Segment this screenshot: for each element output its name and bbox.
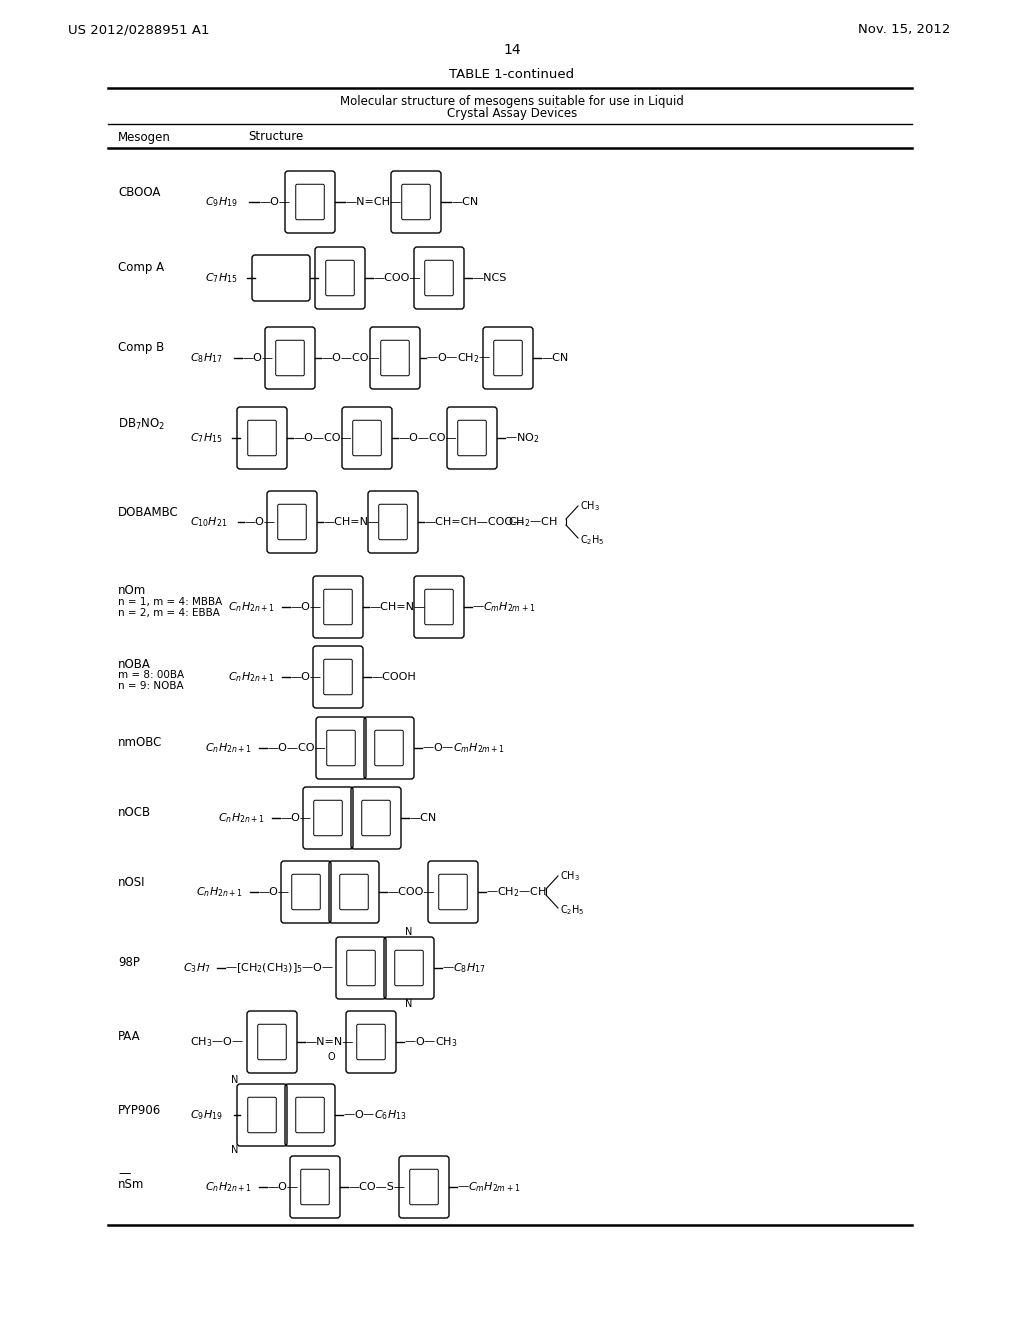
Text: $\mathit{C}_8\mathit{H}_{17}$: $\mathit{C}_8\mathit{H}_{17}$ bbox=[190, 351, 222, 364]
Text: DOBAMBC: DOBAMBC bbox=[118, 506, 179, 519]
Text: 14: 14 bbox=[503, 44, 521, 57]
Text: N: N bbox=[406, 927, 413, 937]
Text: Molecular structure of mesogens suitable for use in Liquid: Molecular structure of mesogens suitable… bbox=[340, 95, 684, 108]
Text: Nov. 15, 2012: Nov. 15, 2012 bbox=[858, 24, 950, 37]
Text: Structure: Structure bbox=[248, 131, 303, 144]
Text: —CN: —CN bbox=[541, 352, 568, 363]
Text: TABLE 1-continued: TABLE 1-continued bbox=[450, 67, 574, 81]
Text: Mesogen: Mesogen bbox=[118, 131, 171, 144]
Text: 98P: 98P bbox=[118, 957, 140, 969]
Text: $\mathit{C}_n\mathit{H}_{2n+1}$: $\mathit{C}_n\mathit{H}_{2n+1}$ bbox=[205, 741, 252, 755]
Text: $\mathit{C}_n\mathit{H}_{2n+1}$: $\mathit{C}_n\mathit{H}_{2n+1}$ bbox=[205, 1180, 252, 1193]
Text: —O—CO—: —O—CO— bbox=[293, 433, 351, 444]
Text: $\mathit{C}_{10}\mathit{H}_{21}$: $\mathit{C}_{10}\mathit{H}_{21}$ bbox=[190, 515, 227, 529]
Text: —CH=N—: —CH=N— bbox=[323, 517, 379, 527]
Text: nOCB: nOCB bbox=[118, 807, 152, 820]
Text: $\mathit{C}_9\mathit{H}_{19}$: $\mathit{C}_9\mathit{H}_{19}$ bbox=[190, 1107, 222, 1122]
Text: —$\mathit{C}_8\mathit{H}_{17}$: —$\mathit{C}_8\mathit{H}_{17}$ bbox=[442, 961, 485, 975]
Text: —O—CO—: —O—CO— bbox=[398, 433, 457, 444]
Text: —CH=CH—COO—: —CH=CH—COO— bbox=[424, 517, 524, 527]
Text: —: — bbox=[118, 1167, 130, 1180]
Text: —COO—: —COO— bbox=[373, 273, 421, 282]
Text: —CN: —CN bbox=[451, 197, 478, 207]
Text: —CH$_2$—CH: —CH$_2$—CH bbox=[486, 886, 547, 899]
Text: —O—: —O— bbox=[280, 813, 311, 822]
Text: —O—: —O— bbox=[258, 887, 289, 898]
Text: n = 2, m = 4: EBBA: n = 2, m = 4: EBBA bbox=[118, 609, 220, 618]
Text: $\mathit{C}_n\mathit{H}_{2n+1}$: $\mathit{C}_n\mathit{H}_{2n+1}$ bbox=[196, 886, 243, 899]
Text: —CN: —CN bbox=[409, 813, 436, 822]
Text: $\mathit{C}_3\mathit{H}_7$: $\mathit{C}_3\mathit{H}_7$ bbox=[183, 961, 211, 975]
Text: nmOBC: nmOBC bbox=[118, 737, 163, 750]
Text: $\mathit{C}_n\mathit{H}_{2n+1}$: $\mathit{C}_n\mathit{H}_{2n+1}$ bbox=[228, 601, 275, 614]
Text: nOm: nOm bbox=[118, 585, 146, 598]
Text: —NO$_2$: —NO$_2$ bbox=[505, 432, 540, 445]
Text: CH$_2$—CH: CH$_2$—CH bbox=[508, 515, 558, 529]
Text: US 2012/0288951 A1: US 2012/0288951 A1 bbox=[68, 24, 210, 37]
Text: —O—: —O— bbox=[244, 517, 275, 527]
Text: N: N bbox=[406, 999, 413, 1008]
Text: N: N bbox=[230, 1074, 238, 1085]
Text: —O—CH$_2$—: —O—CH$_2$— bbox=[426, 351, 492, 364]
Text: DB$_7$NO$_2$: DB$_7$NO$_2$ bbox=[118, 416, 166, 432]
Text: —CO—S—: —CO—S— bbox=[348, 1181, 406, 1192]
Text: —O—: —O— bbox=[242, 352, 273, 363]
Text: Comp B: Comp B bbox=[118, 342, 164, 355]
Text: —O—CO—: —O—CO— bbox=[267, 743, 326, 752]
Text: —COO—: —COO— bbox=[387, 887, 434, 898]
Text: Comp A: Comp A bbox=[118, 261, 164, 275]
Text: CBOOA: CBOOA bbox=[118, 186, 161, 198]
Text: —O—$\mathit{C}_m\mathit{H}_{2m+1}$: —O—$\mathit{C}_m\mathit{H}_{2m+1}$ bbox=[422, 741, 505, 755]
Text: n = 9: NOBA: n = 9: NOBA bbox=[118, 681, 183, 690]
Text: —N=CH—: —N=CH— bbox=[345, 197, 401, 207]
Text: $\mathit{C}_7\mathit{H}_{15}$: $\mathit{C}_7\mathit{H}_{15}$ bbox=[205, 271, 238, 285]
Text: O: O bbox=[328, 1052, 335, 1063]
Text: nSm: nSm bbox=[118, 1179, 144, 1192]
Text: m = 8: 00BA: m = 8: 00BA bbox=[118, 671, 184, 680]
Text: —O—CH$_3$: —O—CH$_3$ bbox=[404, 1035, 458, 1049]
Text: —COOH: —COOH bbox=[371, 672, 416, 682]
Text: —NCS: —NCS bbox=[472, 273, 507, 282]
Text: —N=N—: —N=N— bbox=[305, 1038, 353, 1047]
Text: $\mathit{C}_n\mathit{H}_{2n+1}$: $\mathit{C}_n\mathit{H}_{2n+1}$ bbox=[228, 671, 275, 684]
Text: —$\mathit{C}_m\mathit{H}_{2m+1}$: —$\mathit{C}_m\mathit{H}_{2m+1}$ bbox=[457, 1180, 520, 1193]
Text: Crystal Assay Devices: Crystal Assay Devices bbox=[446, 107, 578, 120]
Text: nOBA: nOBA bbox=[118, 657, 151, 671]
Text: $\mathit{C}_9\mathit{H}_{19}$: $\mathit{C}_9\mathit{H}_{19}$ bbox=[205, 195, 238, 209]
Text: $\mathit{C}_n\mathit{H}_{2n+1}$: $\mathit{C}_n\mathit{H}_{2n+1}$ bbox=[218, 810, 265, 825]
Text: PYP906: PYP906 bbox=[118, 1104, 161, 1117]
Text: —$\mathit{C}_m\mathit{H}_{2m+1}$: —$\mathit{C}_m\mathit{H}_{2m+1}$ bbox=[472, 601, 536, 614]
Text: —[CH$_2$(CH$_3$)]$_5$—O—: —[CH$_2$(CH$_3$)]$_5$—O— bbox=[225, 961, 334, 975]
Text: C$_2$H$_5$: C$_2$H$_5$ bbox=[560, 903, 585, 917]
Text: —O—: —O— bbox=[290, 602, 321, 612]
Text: —O—$\mathit{C}_6\mathit{H}_{13}$: —O—$\mathit{C}_6\mathit{H}_{13}$ bbox=[343, 1107, 407, 1122]
Text: nOSI: nOSI bbox=[118, 875, 145, 888]
Text: CH$_3$: CH$_3$ bbox=[560, 869, 580, 883]
Text: —O—: —O— bbox=[259, 197, 290, 207]
Text: PAA: PAA bbox=[118, 1031, 140, 1044]
Text: —O—: —O— bbox=[267, 1181, 298, 1192]
Text: N: N bbox=[230, 1144, 238, 1155]
Text: n = 1, m = 4: MBBA: n = 1, m = 4: MBBA bbox=[118, 597, 222, 607]
Text: CH$_3$—O—: CH$_3$—O— bbox=[190, 1035, 244, 1049]
Text: CH$_3$: CH$_3$ bbox=[580, 499, 600, 513]
Text: —O—: —O— bbox=[290, 672, 321, 682]
Text: —O—CO—: —O—CO— bbox=[321, 352, 380, 363]
Text: —CH=N—: —CH=N— bbox=[369, 602, 425, 612]
Text: $\mathit{C}_7\mathit{H}_{15}$: $\mathit{C}_7\mathit{H}_{15}$ bbox=[190, 432, 222, 445]
Text: C$_2$H$_5$: C$_2$H$_5$ bbox=[580, 533, 605, 546]
